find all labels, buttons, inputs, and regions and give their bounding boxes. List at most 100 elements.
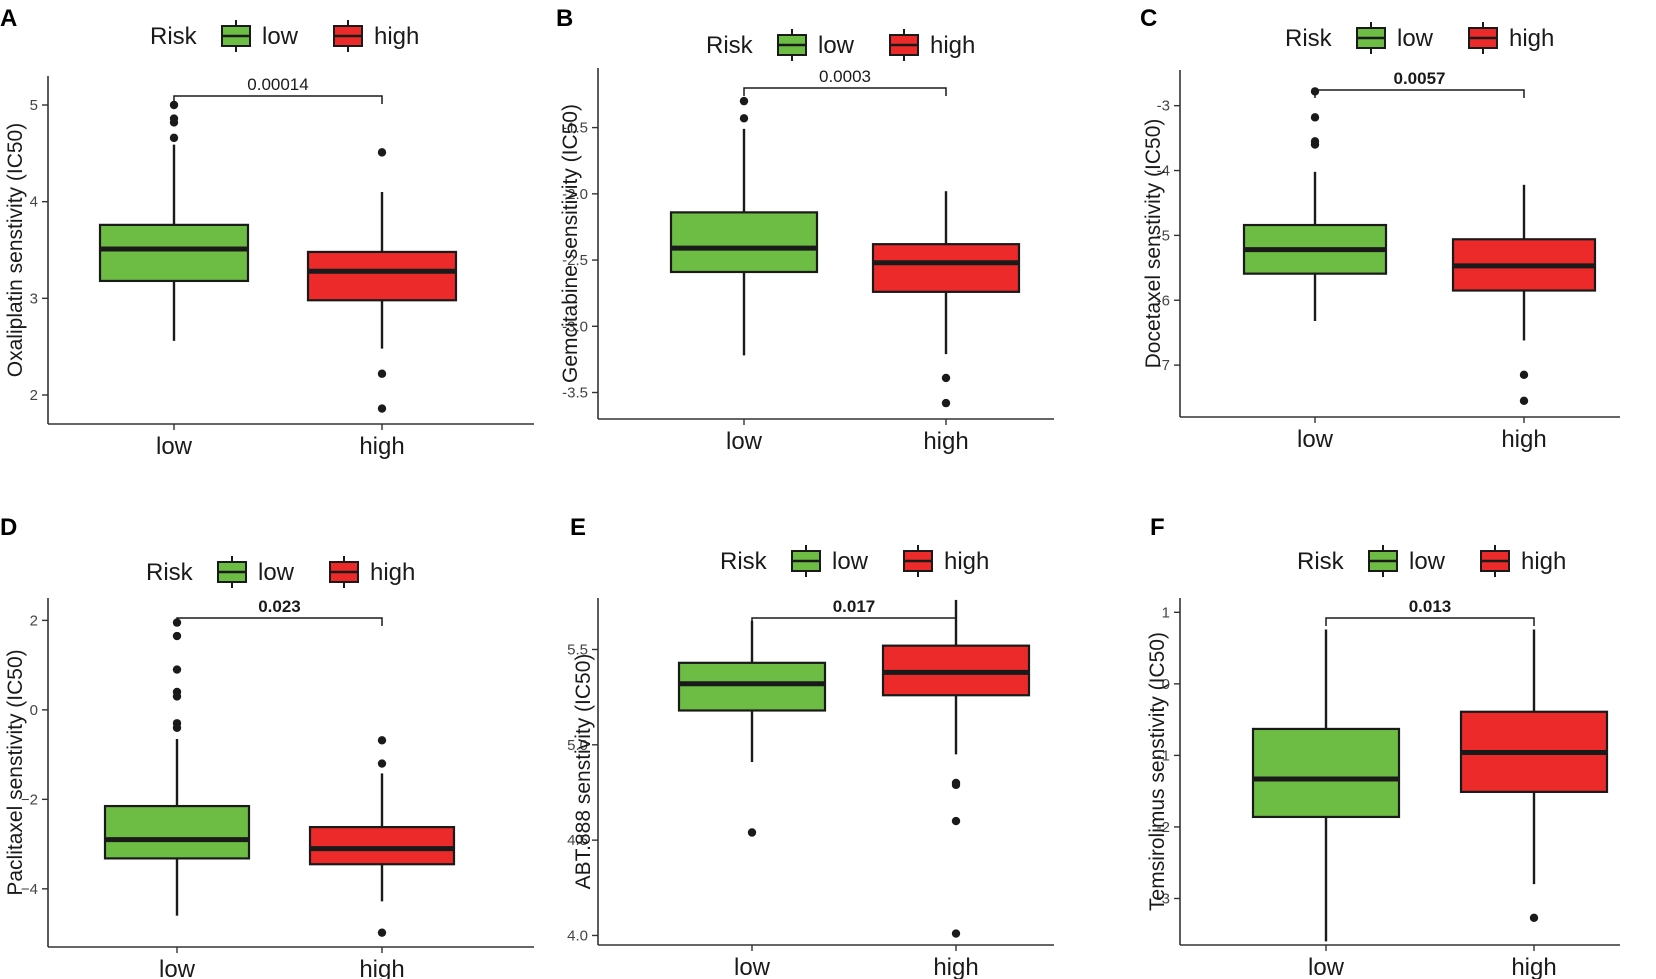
x-tick-label-high: high <box>923 428 968 455</box>
outlier-point <box>1310 137 1320 146</box>
outlier-point <box>739 96 749 106</box>
legend-key-low <box>1356 22 1386 54</box>
p-value-label: 0.023 <box>258 597 301 616</box>
box-high <box>308 736 456 937</box>
box-iqr <box>677 661 827 712</box>
legend-title: Risk <box>150 23 198 50</box>
box-iqr <box>669 211 819 274</box>
legend-label-low: low <box>1397 25 1434 52</box>
x-tick-label-high: high <box>359 433 404 460</box>
box-low <box>677 620 827 837</box>
outlier-point <box>951 778 961 788</box>
y-tick-label: 5 <box>30 97 38 114</box>
legend-key-high <box>889 29 919 61</box>
p-value-label: 0.0003 <box>819 67 871 86</box>
outlier-point <box>172 719 182 728</box>
box-iqr <box>103 804 251 860</box>
y-axis-title: ABT.888 senstivity (IC50) <box>572 654 595 890</box>
bracket-line <box>743 87 947 96</box>
legend-label-low: low <box>818 32 855 59</box>
bracket-line <box>751 617 957 626</box>
y-tick-label: -3.5 <box>562 385 588 402</box>
legend-key-high <box>903 545 933 577</box>
outlier-point <box>1529 913 1539 923</box>
box-iqr <box>871 243 1021 293</box>
y-tick-label: -2.5 <box>562 252 588 269</box>
legend-label-high: high <box>370 559 415 586</box>
box-low <box>98 100 250 341</box>
chart-panel-b: B Risk low high -1.5 -2.0 -2.5 -3.0 -3.5 Gemcitab… <box>556 5 1054 455</box>
y-axis-title: Docetaxel senstivity (IC50) <box>1142 119 1165 369</box>
panel-letter: F <box>1150 514 1165 541</box>
p-value-label: 0.0057 <box>1394 69 1446 88</box>
legend-title: Risk <box>1297 548 1345 575</box>
legend-key-low <box>1368 545 1398 577</box>
outlier-point <box>747 828 757 837</box>
y-tick-label: -1.5 <box>562 120 588 137</box>
outlier-point <box>951 929 961 938</box>
y-axis-title: Oxaliplatin senstivity (IC50) <box>4 123 27 377</box>
y-axis-title: Gemcitabine sensitivity (IC50) <box>559 104 582 383</box>
outlier-point <box>172 687 182 697</box>
box-high <box>306 148 458 413</box>
significance-bracket: 0.013 <box>1325 597 1535 626</box>
p-value-label: 0.00014 <box>247 75 308 94</box>
legend-key-low <box>217 556 247 588</box>
panel-letter: A <box>0 5 17 32</box>
significance-bracket: 0.017 <box>751 597 957 626</box>
outlier-point <box>941 398 951 408</box>
x-tick-label-high: high <box>1511 954 1556 979</box>
legend-key-high <box>1468 22 1498 54</box>
outlier-point <box>1310 113 1320 122</box>
y-tick-label: -7 <box>1157 357 1170 374</box>
y-tick-label: -3 <box>1157 98 1170 115</box>
box-high <box>881 599 1031 938</box>
significance-bracket: 0.0057 <box>1314 69 1525 98</box>
legend-label-low: low <box>258 559 295 586</box>
p-value-label: 0.013 <box>1409 597 1452 616</box>
x-tick-label-low: low <box>159 956 196 979</box>
outlier-point <box>941 373 951 383</box>
legend-title: Risk <box>146 559 194 586</box>
outlier-point <box>739 114 749 123</box>
x-tick-label-low: low <box>156 433 193 460</box>
box-iqr <box>98 223 250 283</box>
legend-key-low <box>791 545 821 577</box>
legend: Risk low high <box>146 556 415 588</box>
x-tick-label-low: low <box>726 428 763 455</box>
y-tick-label: -1 <box>1157 747 1170 764</box>
y-tick-label: 2 <box>30 387 38 404</box>
significance-bracket: 0.023 <box>176 597 383 626</box>
y-tick-label: 4 <box>30 194 38 211</box>
outlier-point <box>377 736 387 745</box>
legend-title: Risk <box>706 32 754 59</box>
panel-letter: D <box>0 514 17 541</box>
outlier-point <box>169 114 179 123</box>
y-axis-title: Paclitaxel senstivity (IC50) <box>4 649 27 895</box>
outlier-point <box>172 631 182 641</box>
y-tick-label: -6 <box>1157 292 1170 309</box>
y-tick-label: -3 <box>1157 890 1170 907</box>
box-iqr <box>308 825 456 866</box>
y-tick-label: 4.5 <box>567 832 588 849</box>
y-tick-label: -4 <box>1157 163 1170 180</box>
legend-label-high: high <box>1509 25 1554 52</box>
box-low <box>103 618 251 916</box>
outlier-point <box>377 404 387 413</box>
legend-key-high <box>1480 545 1510 577</box>
y-tick-label: 5.0 <box>567 737 588 754</box>
legend-key-low <box>221 20 251 52</box>
legend-label-low: low <box>1409 548 1446 575</box>
significance-bracket: 0.0003 <box>743 67 947 96</box>
legend: Risk low high <box>150 20 419 52</box>
y-tick-label: 0 <box>1162 676 1170 693</box>
outlier-point <box>377 928 387 937</box>
x-tick-label-high: high <box>1501 426 1546 453</box>
legend-key-low <box>777 29 807 61</box>
y-tick-label: 0 <box>30 702 38 719</box>
box-high <box>1459 629 1609 923</box>
